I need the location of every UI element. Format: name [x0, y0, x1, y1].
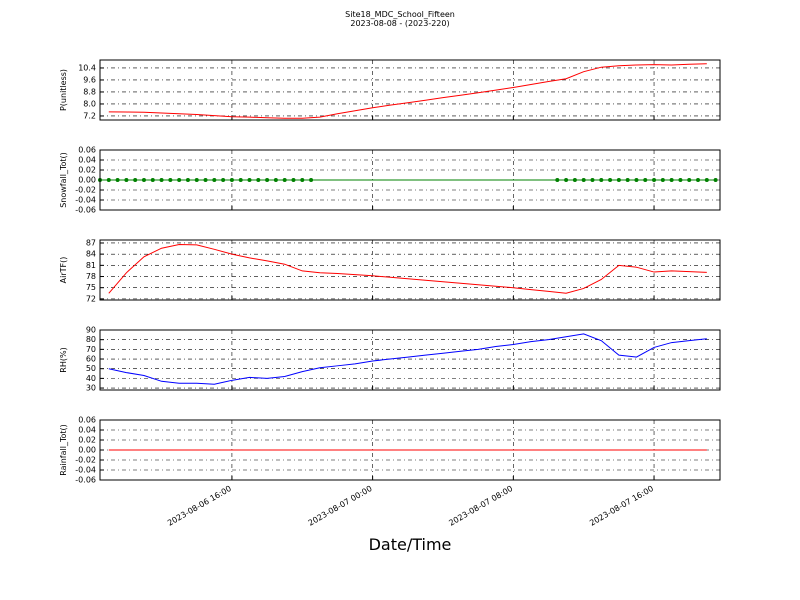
- data-point: [247, 178, 252, 182]
- y-axis-title: Snowfall_Tot(): [59, 152, 68, 208]
- plot-frame: [99, 239, 721, 301]
- data-point: [555, 178, 560, 182]
- data-point: [696, 178, 701, 182]
- data-point: [564, 178, 569, 182]
- y-tick-label: 81: [86, 261, 96, 270]
- y-axis-title: RH(%): [59, 347, 68, 372]
- y-tick-label: 90: [86, 326, 96, 335]
- data-point: [265, 178, 270, 182]
- plot-frame: [99, 149, 721, 211]
- y-tick-label: 0.02: [78, 436, 96, 445]
- y-tick-label: -0.02: [75, 456, 96, 465]
- y-tick-label: 80: [86, 335, 96, 344]
- y-tick-label: 0.06: [78, 146, 96, 155]
- data-point: [300, 178, 305, 182]
- y-tick-label: 8.0: [83, 99, 96, 108]
- data-point: [194, 178, 199, 182]
- y-tick-label: 0.04: [78, 426, 96, 435]
- y-tick-label: 9.6: [83, 75, 96, 84]
- y-tick-label: 8.8: [83, 87, 96, 96]
- y-axis-title: Rainfall_Tot(): [59, 424, 68, 476]
- data-point: [590, 178, 595, 182]
- plot-frame: [99, 419, 721, 481]
- y-tick-label: 10.4: [78, 63, 96, 72]
- y-tick-label: -0.06: [75, 206, 96, 215]
- data-point: [660, 178, 665, 182]
- data-point: [572, 178, 577, 182]
- data-point: [229, 178, 234, 182]
- data-line: [108, 63, 707, 119]
- data-point: [185, 178, 190, 182]
- data-point: [106, 178, 111, 182]
- data-point: [212, 178, 217, 182]
- data-point: [309, 178, 314, 182]
- data-point: [203, 178, 208, 182]
- y-tick-label: 78: [86, 272, 96, 281]
- data-point: [133, 178, 138, 182]
- chart-subtitle: 2023-08-08 - (2023-220): [350, 19, 449, 28]
- plot-frame: [99, 59, 721, 121]
- data-point: [150, 178, 155, 182]
- y-tick-label: 60: [86, 355, 96, 364]
- y-tick-label: 0.02: [78, 166, 96, 175]
- y-tick-label: -0.02: [75, 186, 96, 195]
- data-point: [256, 178, 261, 182]
- x-axis-title: Date/Time: [369, 535, 452, 554]
- chart-title: Site18_MDC_School_Fifteen: [345, 10, 455, 19]
- data-point: [581, 178, 586, 182]
- data-point: [238, 178, 243, 182]
- y-tick-label: 0.06: [78, 416, 96, 425]
- data-point: [704, 178, 709, 182]
- y-tick-label: 84: [86, 250, 96, 259]
- data-point: [669, 178, 674, 182]
- y-axis-title: P(unitless): [59, 69, 68, 111]
- data-point: [608, 178, 613, 182]
- data-line: [108, 333, 707, 385]
- y-tick-label: -0.06: [75, 476, 96, 485]
- plot-frame: [99, 329, 721, 391]
- data-point: [643, 178, 648, 182]
- data-point: [124, 178, 129, 182]
- data-point: [652, 178, 657, 182]
- data-line: [108, 243, 707, 294]
- data-point: [678, 178, 683, 182]
- data-point: [634, 178, 639, 182]
- y-axis-title: AirTF(): [59, 257, 68, 284]
- data-point: [221, 178, 226, 182]
- data-point: [168, 178, 173, 182]
- data-point: [625, 178, 630, 182]
- data-point: [616, 178, 621, 182]
- y-tick-label: 0.04: [78, 156, 96, 165]
- y-tick-label: 0.00: [78, 446, 96, 455]
- data-point: [177, 178, 182, 182]
- y-tick-label: 70: [86, 345, 96, 354]
- data-point: [141, 178, 146, 182]
- data-point: [599, 178, 604, 182]
- y-tick-label: 0.00: [78, 176, 96, 185]
- data-point: [115, 178, 120, 182]
- y-tick-label: 7.2: [83, 111, 96, 120]
- data-point: [159, 178, 164, 182]
- y-tick-label: 72: [86, 294, 96, 303]
- data-point: [291, 178, 296, 182]
- data-point: [273, 178, 278, 182]
- y-tick-label: 40: [86, 374, 96, 383]
- y-tick-label: 87: [86, 238, 96, 247]
- y-tick-label: 75: [86, 283, 96, 292]
- data-point: [282, 178, 287, 182]
- y-tick-label: 50: [86, 364, 96, 373]
- y-tick-label: -0.04: [75, 466, 96, 475]
- data-point: [687, 178, 692, 182]
- y-tick-label: -0.04: [75, 196, 96, 205]
- data-point: [713, 178, 718, 182]
- y-tick-label: 30: [86, 384, 96, 393]
